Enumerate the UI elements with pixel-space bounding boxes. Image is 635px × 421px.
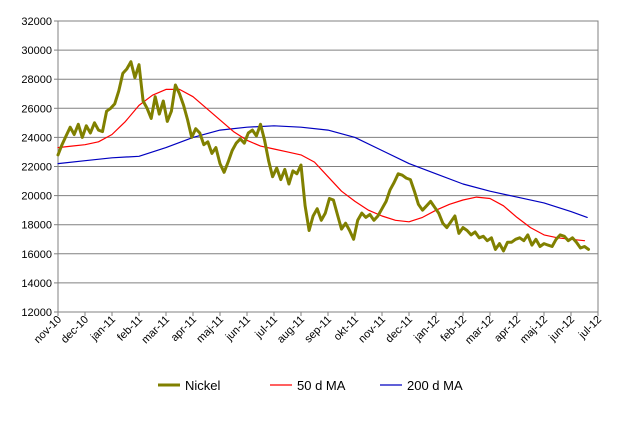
x-tick-label: nov-11: [356, 314, 388, 346]
x-tick-label: jun-11: [223, 314, 253, 344]
x-axis: nov-10dec-10jan-11feb-11mar-11apr-11maj-…: [32, 312, 604, 347]
y-tick-label: 30000: [21, 45, 52, 57]
series-line-200-d-ma: [57, 125, 588, 218]
y-tick-label: 26000: [21, 103, 52, 115]
y-tick-label: 18000: [21, 220, 52, 232]
x-tick-label: apr-11: [169, 314, 199, 344]
y-tick-label: 14000: [21, 278, 52, 290]
legend-label-50-d-ma: 50 d MA: [297, 378, 346, 393]
series-line-50-d-ma: [57, 88, 586, 242]
x-tick-label: okt-11: [332, 314, 362, 344]
x-tick-label: jun-12: [546, 314, 577, 345]
x-tick-label: dec-10: [59, 314, 91, 346]
legend: Nickel 50 d MA 200 d MA: [158, 378, 463, 393]
series-line-nickel: [56, 60, 590, 253]
legend-label-nickel: Nickel: [185, 378, 221, 393]
x-tick-label: dec-11: [383, 314, 415, 346]
y-tick-label: 12000: [21, 307, 52, 319]
legend-label-200-d-ma: 200 d MA: [407, 378, 463, 393]
x-tick-label: maj-12: [518, 314, 550, 346]
series-lines: [56, 60, 590, 253]
x-tick-label: aug-11: [275, 314, 307, 346]
x-tick-label: mar-12: [463, 314, 496, 347]
y-tick-label: 22000: [21, 162, 52, 174]
y-tick-label: 32000: [21, 16, 52, 28]
y-tick-label: 24000: [21, 132, 52, 144]
x-tick-label: sep-11: [302, 314, 334, 346]
x-tick-label: jan-11: [88, 314, 118, 344]
x-tick-label: apr-12: [492, 314, 523, 345]
y-tick-label: 20000: [21, 191, 52, 203]
y-tick-label: 16000: [21, 249, 52, 261]
x-tick-label: maj-11: [194, 314, 226, 346]
y-axis: 12000 14000 16000 18000 20000 22000 24000 26000…: [21, 16, 58, 319]
x-tick-label: jul-12: [576, 314, 604, 342]
y-tick-label: 28000: [21, 74, 52, 86]
x-tick-label: mar-11: [140, 314, 173, 347]
x-tick-label: jan-12: [411, 314, 442, 345]
